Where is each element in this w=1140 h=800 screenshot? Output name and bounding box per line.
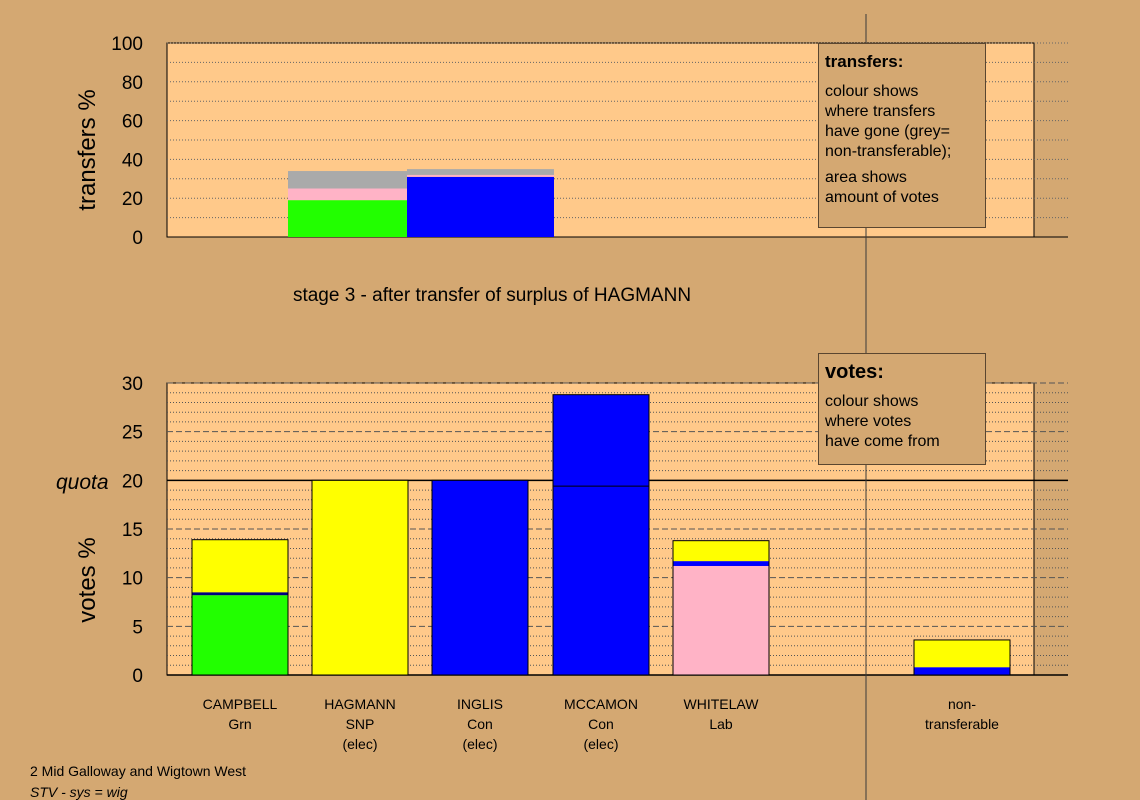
x-category-label: Con bbox=[588, 716, 614, 732]
votes-note: votes: colour shows where votes have com… bbox=[818, 353, 986, 465]
bar-whitelaw bbox=[672, 540, 770, 676]
x-category-label: HAGMANN bbox=[324, 696, 396, 712]
transfer-bar-segment bbox=[288, 171, 407, 189]
y-tick-label: 5 bbox=[132, 617, 143, 638]
bar-segment bbox=[914, 639, 1010, 668]
bar-outline bbox=[191, 539, 289, 676]
y-tick-label: 15 bbox=[122, 520, 143, 541]
y-tick-label: 80 bbox=[122, 73, 143, 94]
transfers-bars bbox=[288, 169, 554, 237]
bar-segment bbox=[192, 539, 288, 593]
bar-inglis bbox=[431, 479, 529, 676]
transfers-note-line: area shows bbox=[825, 169, 907, 186]
x-category-label: MCCAMON bbox=[564, 696, 638, 712]
bar-outline bbox=[431, 479, 529, 676]
transfers-note-title: transfers: bbox=[825, 52, 904, 71]
y-tick-label: 10 bbox=[122, 569, 143, 590]
bar-outline bbox=[672, 540, 770, 676]
y-tick-label: 100 bbox=[111, 34, 143, 55]
stage-title: stage 3 - after transfer of surplus of H… bbox=[293, 285, 691, 306]
transfer-bar-segment bbox=[288, 200, 407, 237]
bar-segment bbox=[192, 595, 288, 675]
x-category-label: non- bbox=[948, 696, 976, 712]
x-category-label: transferable bbox=[925, 716, 999, 732]
y-tick-label: 20 bbox=[122, 471, 143, 492]
y-tick-label: 20 bbox=[122, 189, 143, 210]
bar-segment bbox=[673, 565, 769, 675]
bar-segment bbox=[673, 540, 769, 562]
x-category-label: Lab bbox=[709, 716, 733, 732]
x-category-label: INGLIS bbox=[457, 696, 503, 712]
bar-outline bbox=[913, 639, 1011, 676]
x-category-label: CAMPBELL bbox=[203, 696, 278, 712]
bar-segment bbox=[553, 394, 649, 675]
votes-bars bbox=[191, 394, 1011, 676]
x-category-label: (elec) bbox=[462, 736, 497, 752]
votes-y-label: votes % bbox=[74, 537, 101, 622]
ward-name: 2 Mid Galloway and Wigtown West bbox=[30, 763, 247, 779]
y-tick-label: 40 bbox=[122, 150, 143, 171]
transfers-note-line: have gone (grey= bbox=[825, 123, 950, 140]
quota-label: quota bbox=[56, 471, 109, 494]
transfers-note-line: amount of votes bbox=[825, 189, 939, 206]
transfers-note: transfers: colour shows where transfers … bbox=[818, 43, 986, 228]
bar-outline bbox=[311, 479, 409, 676]
transfer-bar-segment bbox=[288, 188, 407, 201]
transfer-bar-segment bbox=[407, 169, 554, 175]
transfers-note-line: where transfers bbox=[825, 103, 936, 120]
votes-note-line: where votes bbox=[825, 413, 912, 430]
transfers-y-label: transfers % bbox=[74, 89, 101, 210]
x-category-label: (elec) bbox=[583, 736, 618, 752]
transfers-note-line: colour shows bbox=[825, 83, 919, 100]
bar-segment bbox=[914, 667, 1010, 675]
votes-x-labels: CAMPBELL Grn HAGMANN SNP (elec) INGLIS Con (ele… bbox=[203, 696, 1000, 752]
bar-segment bbox=[192, 592, 288, 596]
bar-non bbox=[913, 639, 1011, 676]
bar-segment bbox=[312, 480, 408, 675]
transfer-bar-segment bbox=[407, 174, 554, 177]
transfers-y-axis: 0 20 40 60 80 100 bbox=[111, 34, 143, 249]
x-category-label: SNP bbox=[346, 716, 375, 732]
y-tick-label: 60 bbox=[122, 112, 143, 133]
votes-note-line: colour shows bbox=[825, 393, 919, 410]
y-tick-label: 30 bbox=[122, 374, 143, 395]
votes-note-title: votes: bbox=[825, 361, 884, 383]
x-category-label: Grn bbox=[228, 716, 251, 732]
y-tick-label: 0 bbox=[132, 666, 143, 687]
transfers-note-line: non-transferable); bbox=[825, 143, 952, 160]
bar-mccamon bbox=[552, 394, 650, 676]
x-category-label: (elec) bbox=[342, 736, 377, 752]
y-tick-label: 0 bbox=[132, 228, 143, 249]
system-label: STV - sys = wig bbox=[30, 784, 128, 800]
votes-note-line: have come from bbox=[825, 433, 940, 450]
votes-y-axis: 0 5 10 15 20 25 30 bbox=[122, 374, 143, 687]
bar-segment bbox=[673, 561, 769, 566]
x-category-label: WHITELAW bbox=[684, 696, 760, 712]
transfer-bar-segment bbox=[407, 176, 554, 237]
bar-outline bbox=[552, 394, 650, 676]
bar-campbell bbox=[191, 539, 289, 676]
bar-segment bbox=[432, 480, 528, 675]
y-tick-label: 25 bbox=[122, 423, 143, 444]
bar-hagmann bbox=[311, 479, 409, 676]
x-category-label: Con bbox=[467, 716, 493, 732]
